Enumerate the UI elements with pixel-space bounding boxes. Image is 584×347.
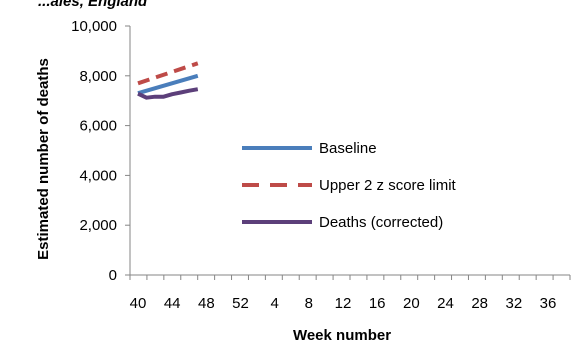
- x-tick-label: 52: [232, 295, 249, 312]
- series-line-deaths-corrected: [137, 87, 199, 100]
- x-tick-label: 32: [505, 295, 522, 312]
- x-tick-label: 12: [335, 295, 352, 312]
- y-tick-label: 10,000: [71, 18, 117, 35]
- y-axis: 0 2,000 4,000 6,000 8,000 10,000: [71, 18, 131, 284]
- x-tick-label: 28: [471, 295, 488, 312]
- x-tick-label: 16: [369, 295, 386, 312]
- y-tick-label: 6,000: [79, 118, 117, 135]
- y-tick-label: 8,000: [79, 68, 117, 85]
- legend-label: Deaths (corrected): [319, 214, 443, 231]
- y-tick-label: 0: [109, 267, 117, 284]
- x-tick-label: 24: [437, 295, 454, 312]
- x-tick-label: 4: [270, 295, 278, 312]
- chart-title-fragment: ...ales, England: [38, 0, 148, 10]
- y-tick-label: 4,000: [79, 167, 117, 184]
- legend-label: Baseline: [319, 140, 377, 157]
- series-line-baseline: [137, 73, 199, 96]
- x-axis: 40 44 48 52 4 8 12 16 20 24 28 32 36: [129, 274, 571, 312]
- y-axis-title: Estimated number of deaths: [35, 58, 52, 260]
- x-tick-label: 36: [540, 295, 557, 312]
- x-tick-label: 40: [130, 295, 147, 312]
- x-tick-label: 44: [164, 295, 181, 312]
- x-tick-label: 8: [305, 295, 313, 312]
- plot-area: [137, 61, 199, 100]
- legend: Baseline Upper 2 z score limit Deaths (cor…: [242, 140, 457, 231]
- y-tick-label: 2,000: [79, 217, 117, 234]
- legend-label: Upper 2 z score limit: [319, 177, 457, 194]
- x-axis-title: Week number: [293, 327, 391, 344]
- x-tick-label: 20: [403, 295, 420, 312]
- x-tick-label: 48: [198, 295, 215, 312]
- series-line-upper-2-z-score-limit: [137, 61, 199, 86]
